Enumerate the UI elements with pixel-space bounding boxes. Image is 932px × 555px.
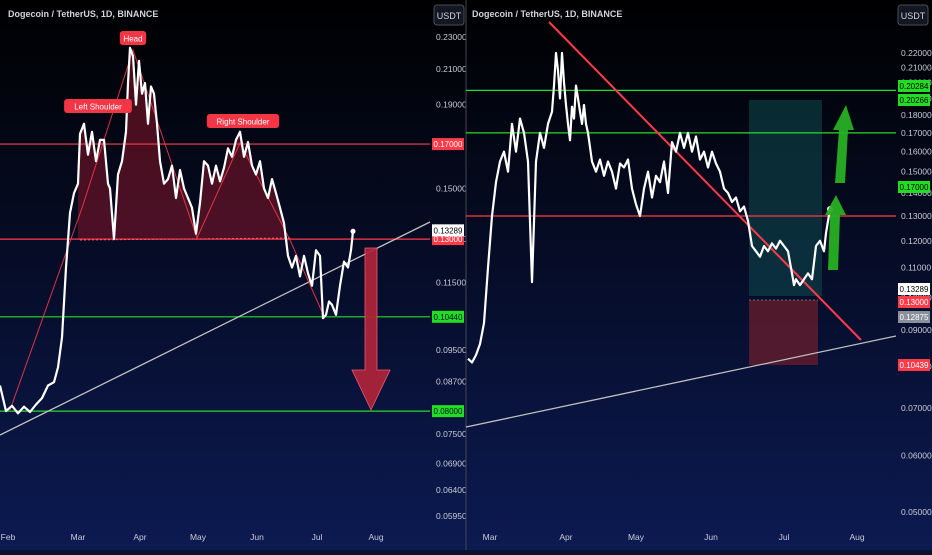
y-tick-label: 0.05000 bbox=[901, 507, 932, 517]
price-tag-bg bbox=[898, 311, 930, 323]
neckline-dotted bbox=[79, 237, 291, 241]
price-tag: 0.12875 bbox=[900, 313, 929, 322]
rising-trendline-left[interactable] bbox=[0, 221, 431, 436]
y-tick-label: 0.23000 bbox=[436, 32, 467, 42]
rising-trendline-right[interactable] bbox=[465, 335, 897, 428]
price-tag: 0.13289 bbox=[434, 226, 463, 235]
y-tick-label: 0.21000 bbox=[901, 62, 932, 72]
x-tick-label: Aug bbox=[849, 532, 864, 542]
y-tick-label: 0.06400 bbox=[436, 485, 467, 495]
y-tick-label: 0.06000 bbox=[901, 451, 932, 461]
y-tick-label: 0.14000 bbox=[901, 188, 932, 198]
price-tag: 0.10439 bbox=[900, 361, 929, 370]
y-tick-label: 0.21000 bbox=[436, 64, 467, 74]
pattern-labels: Left Shoulder Head Right Shoulder bbox=[64, 31, 280, 128]
price-tag: 0.13000 bbox=[900, 298, 929, 307]
price-tag-bg bbox=[432, 224, 464, 237]
up-arrow-lower bbox=[825, 195, 846, 270]
price-tag-bg bbox=[898, 80, 930, 92]
y-tick-label: 0.22000 bbox=[901, 48, 932, 58]
left-chart-pane[interactable]: Left Shoulder Head Right Shoulder Dogecoin… bbox=[0, 4, 467, 542]
pattern-label: Left Shoulder bbox=[74, 103, 122, 112]
up-arrow-upper bbox=[833, 105, 854, 183]
price-tag-bg bbox=[898, 181, 930, 193]
y-tick-label: 0.09000 bbox=[901, 325, 932, 335]
price-tag: 0.20266 bbox=[900, 96, 929, 105]
right-chart-title: Dogecoin / TetherUS, 1D, BINANCE bbox=[472, 9, 622, 19]
price-tag-bg bbox=[898, 296, 930, 308]
y-tick-label: 0.07500 bbox=[436, 429, 467, 439]
y-tick-label: 0.08700 bbox=[436, 376, 467, 386]
price-tag-bg bbox=[898, 359, 930, 371]
right-currency-button[interactable]: USDT bbox=[897, 4, 929, 26]
price-tag: 0.10440 bbox=[434, 313, 463, 322]
price-tag: 0.13000 bbox=[434, 235, 463, 244]
y-tick-label: 0.11500 bbox=[436, 278, 466, 288]
price-tag-bg bbox=[898, 94, 930, 106]
pattern-label-bg bbox=[206, 114, 280, 128]
x-tick-label: Jul bbox=[779, 532, 790, 542]
x-tick-label: Mar bbox=[71, 532, 86, 542]
pattern-label-bg bbox=[119, 31, 147, 45]
y-tick-label: 0.17000 bbox=[901, 128, 932, 138]
price-tag: 0.20284 bbox=[900, 82, 929, 91]
y-tick-label: 0.05950 bbox=[436, 511, 467, 521]
left-pattern-outline bbox=[9, 48, 324, 411]
y-tick-label: 0.15000 bbox=[436, 183, 467, 193]
x-tick-label: Feb bbox=[1, 532, 16, 542]
right-currency-label: USDT bbox=[901, 11, 926, 21]
right-time-axis[interactable]: Mar Apr May Jun Jul Aug bbox=[483, 532, 865, 542]
x-tick-label: Apr bbox=[559, 532, 572, 542]
price-tag-bg bbox=[432, 405, 464, 418]
price-tag: 0.17000 bbox=[434, 140, 463, 149]
x-tick-label: Apr bbox=[133, 532, 146, 542]
current-price-dot-left bbox=[350, 228, 356, 234]
price-tag: 0.13289 bbox=[900, 285, 929, 294]
x-tick-label: Jun bbox=[250, 532, 264, 542]
pattern-label: Right Shoulder bbox=[217, 118, 270, 127]
left-price-labels: 0.17000 0.13000 0.10440 0.08000 0.13289 bbox=[432, 138, 464, 418]
y-tick-label: 0.15000 bbox=[901, 167, 932, 177]
long-stop-zone[interactable] bbox=[749, 300, 818, 365]
y-tick-label: 0.11000 bbox=[901, 263, 931, 273]
x-tick-label: May bbox=[628, 532, 645, 542]
price-tag: 0.17000 bbox=[900, 183, 929, 192]
y-tick-label: 0.19000 bbox=[436, 100, 467, 110]
x-tick-label: Aug bbox=[368, 532, 383, 542]
y-tick-label: 0.07000 bbox=[901, 403, 932, 413]
pattern-label-bg bbox=[64, 99, 132, 113]
long-target-zone[interactable] bbox=[749, 100, 822, 296]
price-tag: 0.08000 bbox=[434, 407, 463, 416]
left-currency-button[interactable]: USDT bbox=[433, 4, 465, 26]
left-currency-label: USDT bbox=[437, 11, 462, 21]
descending-trendline[interactable] bbox=[548, 21, 862, 341]
x-tick-label: Jul bbox=[312, 532, 323, 542]
x-tick-label: May bbox=[190, 532, 207, 542]
y-tick-label: 0.18000 bbox=[901, 110, 932, 120]
y-tick-label: 0.09500 bbox=[436, 345, 467, 355]
y-tick-label: 0.13000 bbox=[901, 211, 932, 221]
right-chart-pane[interactable]: Dogecoin / TetherUS, 1D, BINANCE 0.22000… bbox=[465, 4, 932, 542]
y-tick-label: 0.06900 bbox=[436, 459, 467, 469]
left-horizontal-levels bbox=[0, 143, 430, 412]
left-chart-title: Dogecoin / TetherUS, 1D, BINANCE bbox=[8, 9, 158, 19]
right-price-labels: 0.20284 0.20266 0.17000 0.13289 0.13000 0.128… bbox=[898, 80, 930, 371]
price-tag-bg bbox=[432, 310, 464, 323]
price-tag-bg bbox=[432, 138, 464, 151]
left-price-axis[interactable]: 0.23000 0.21000 0.19000 0.15000 0.13000 0.115… bbox=[436, 32, 467, 521]
y-tick-label: 0.16000 bbox=[901, 147, 932, 157]
price-tag-bg bbox=[898, 283, 930, 295]
x-tick-label: Mar bbox=[483, 532, 498, 542]
price-line-right[interactable] bbox=[467, 51, 832, 364]
left-time-axis[interactable]: Feb Mar Apr May Jun Jul Aug bbox=[1, 532, 384, 542]
down-arrow bbox=[351, 247, 391, 411]
x-tick-label: Jun bbox=[704, 532, 718, 542]
price-line-left[interactable] bbox=[0, 46, 355, 415]
y-tick-label: 0.12000 bbox=[901, 236, 932, 246]
pattern-label: Head bbox=[123, 35, 142, 44]
